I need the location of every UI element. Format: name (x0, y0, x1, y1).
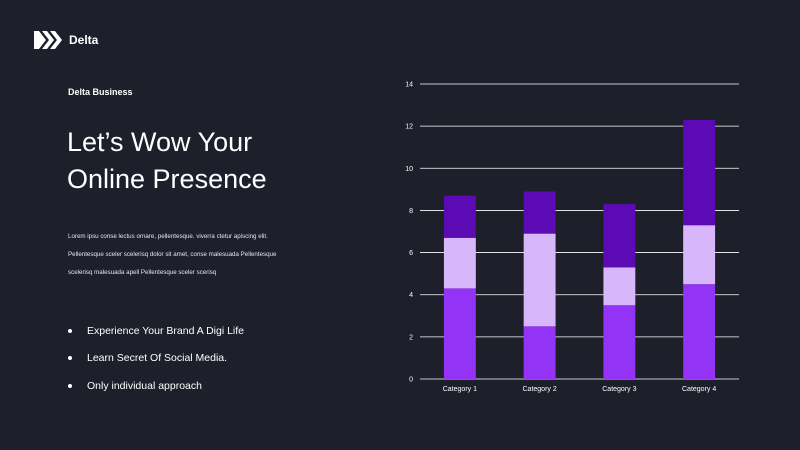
title-line: Online Presence (67, 164, 267, 194)
section-eyebrow: Delta Business (68, 87, 133, 97)
bar-segment (443, 195, 476, 238)
page-title: Let’s Wow Your Online Presence (67, 124, 367, 198)
list-item: Experience Your Brand A Digi Life (68, 317, 244, 345)
feature-list: Experience Your Brand A Digi Life Learn … (68, 317, 244, 400)
stacked-bar-chart: 0 2 4 6 8 10 12 14 Category 1 Category 2 Category … (405, 82, 739, 393)
y-tick-label: 6 (409, 250, 413, 257)
bullet-icon (68, 383, 72, 388)
title-line: Let’s Wow Your (67, 127, 253, 157)
bar-segment (603, 267, 636, 306)
list-item-label: Experience Your Brand A Digi Life (87, 324, 245, 337)
y-tick-label: 12 (405, 124, 413, 131)
bar-segment (603, 305, 636, 379)
y-tick-label: 2 (409, 334, 413, 341)
brand-name: Delta (69, 33, 99, 47)
body-line: Lorem ipsu conse lectus ornare, pellente… (68, 233, 268, 240)
y-tick-label: 8 (409, 208, 413, 215)
list-item: Only individual approach (68, 372, 244, 400)
x-tick-label: Category 3 (602, 386, 636, 393)
bar-segment (443, 237, 476, 289)
delta-logo-icon (34, 31, 62, 49)
bar-segment (683, 119, 716, 226)
body-line: Pellentesque sceler scelerisq dolor sit … (68, 251, 277, 258)
bar-segment (523, 233, 556, 327)
bar-segment (523, 326, 556, 379)
y-tick-label: 4 (409, 292, 413, 299)
body-line: scelerisq malesuada apell Pellentesque s… (68, 269, 217, 276)
list-item-label: Only individual approach (87, 379, 202, 392)
y-tick-label: 10 (405, 166, 413, 173)
y-tick-label: 14 (405, 82, 413, 89)
brand-logo: Delta (34, 31, 98, 49)
y-tick-label: 0 (409, 377, 413, 384)
x-tick-label: Category 2 (523, 386, 557, 393)
bullet-icon (68, 356, 72, 361)
bar-segment (603, 204, 636, 268)
bar-segment (683, 284, 716, 379)
bar-segment (523, 191, 556, 234)
bar-segment (683, 225, 716, 285)
bar-segment (443, 288, 476, 379)
x-tick-label: Category 1 (443, 386, 477, 393)
list-item-label: Learn Secret Of Social Media. (87, 352, 228, 365)
bullet-icon (68, 328, 72, 333)
list-item: Learn Secret Of Social Media. (68, 345, 244, 373)
body-paragraph: Lorem ipsu conse lectus ornare, pellente… (68, 228, 368, 282)
x-tick-label: Category 4 (682, 386, 716, 393)
